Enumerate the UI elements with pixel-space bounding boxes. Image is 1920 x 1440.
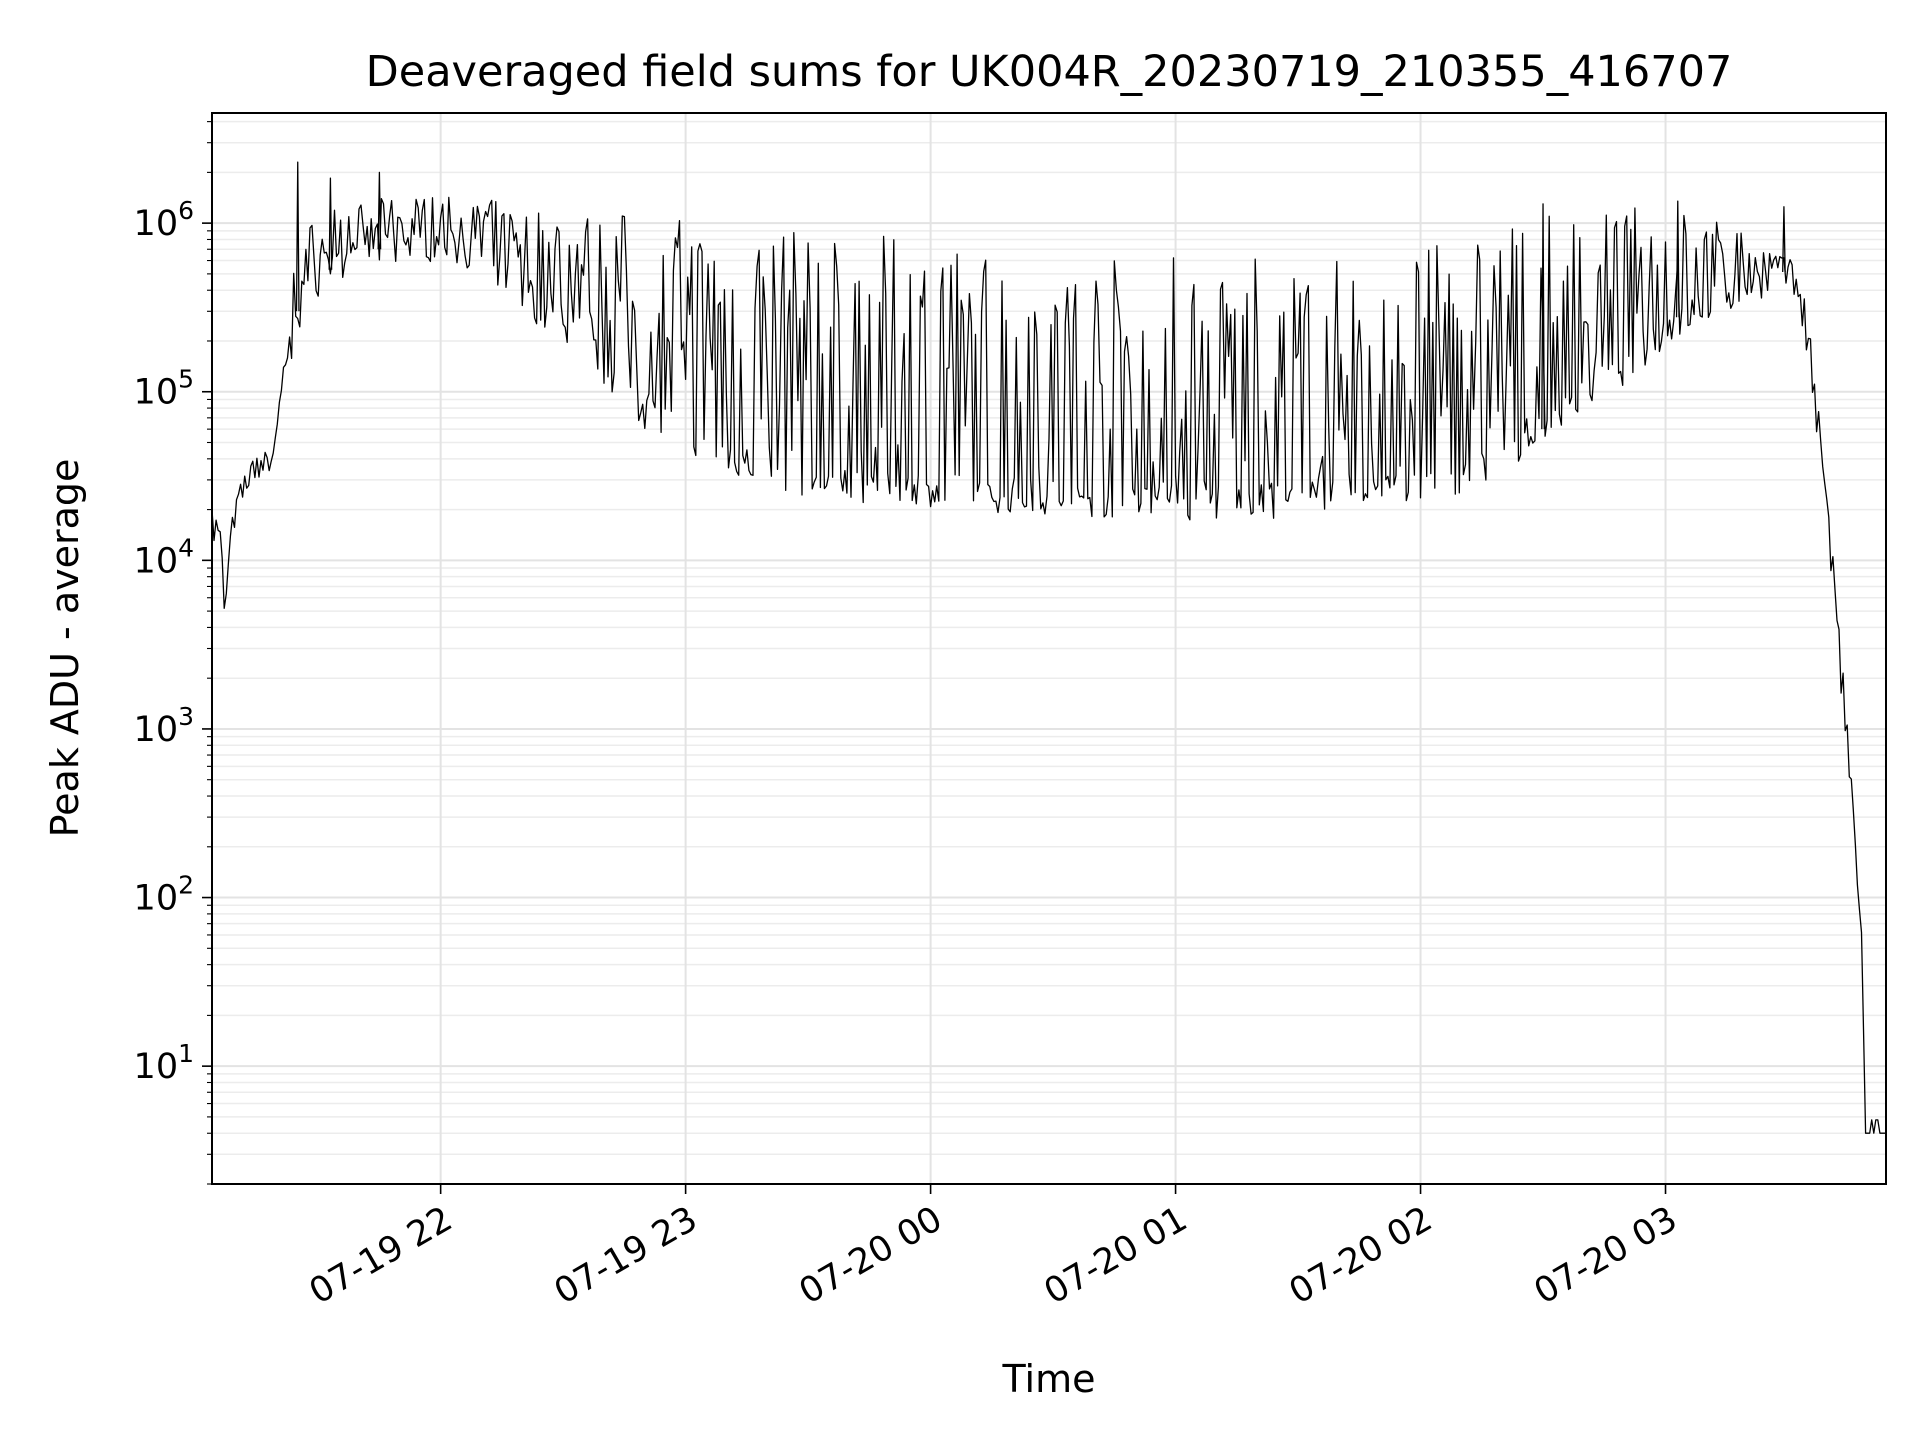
x-tick-label: 07-19 22 — [303, 1199, 459, 1312]
x-tick-label: 07-20 01 — [1038, 1199, 1194, 1312]
x-tick-label: 07-20 03 — [1528, 1199, 1684, 1312]
series-spike — [1782, 206, 1786, 272]
x-tick-label: 07-20 02 — [1283, 1199, 1439, 1312]
y-axis-label: Peak ADU - average — [43, 459, 87, 838]
y-tick-exponent: 2 — [178, 871, 194, 900]
grid-layer — [212, 113, 1886, 1185]
y-tick-exponent: 3 — [178, 702, 194, 731]
y-tick-base: 10 — [134, 879, 179, 919]
y-tick-base: 10 — [134, 710, 179, 750]
y-tick-base: 10 — [134, 204, 179, 244]
y-tick-label: 102 — [134, 871, 194, 919]
x-axis-label: Time — [1002, 1357, 1096, 1401]
y-tick-base: 10 — [134, 541, 179, 581]
y-tick-exponent: 4 — [178, 533, 194, 562]
y-tick-exponent: 6 — [178, 196, 194, 225]
series-line — [212, 196, 1886, 1134]
x-tick-label: 07-20 00 — [793, 1199, 949, 1312]
y-tick-exponent: 1 — [178, 1039, 194, 1068]
chart-title: Deaveraged field sums for UK004R_2023071… — [366, 47, 1733, 97]
y-tick-label: 105 — [134, 365, 194, 413]
y-tick-exponent: 5 — [178, 365, 194, 394]
ticks-layer — [202, 121, 1667, 1194]
x-tick-label: 07-19 23 — [548, 1199, 704, 1312]
series-spike — [295, 161, 300, 312]
y-tick-label: 103 — [134, 702, 194, 750]
y-tick-label: 101 — [134, 1039, 194, 1087]
y-tick-base: 10 — [134, 373, 179, 413]
y-tick-label: 104 — [134, 533, 194, 581]
series-spike — [328, 177, 333, 270]
series-layer — [212, 161, 1886, 1134]
y-tick-base: 10 — [134, 1047, 179, 1087]
y-tick-label: 106 — [134, 196, 194, 244]
